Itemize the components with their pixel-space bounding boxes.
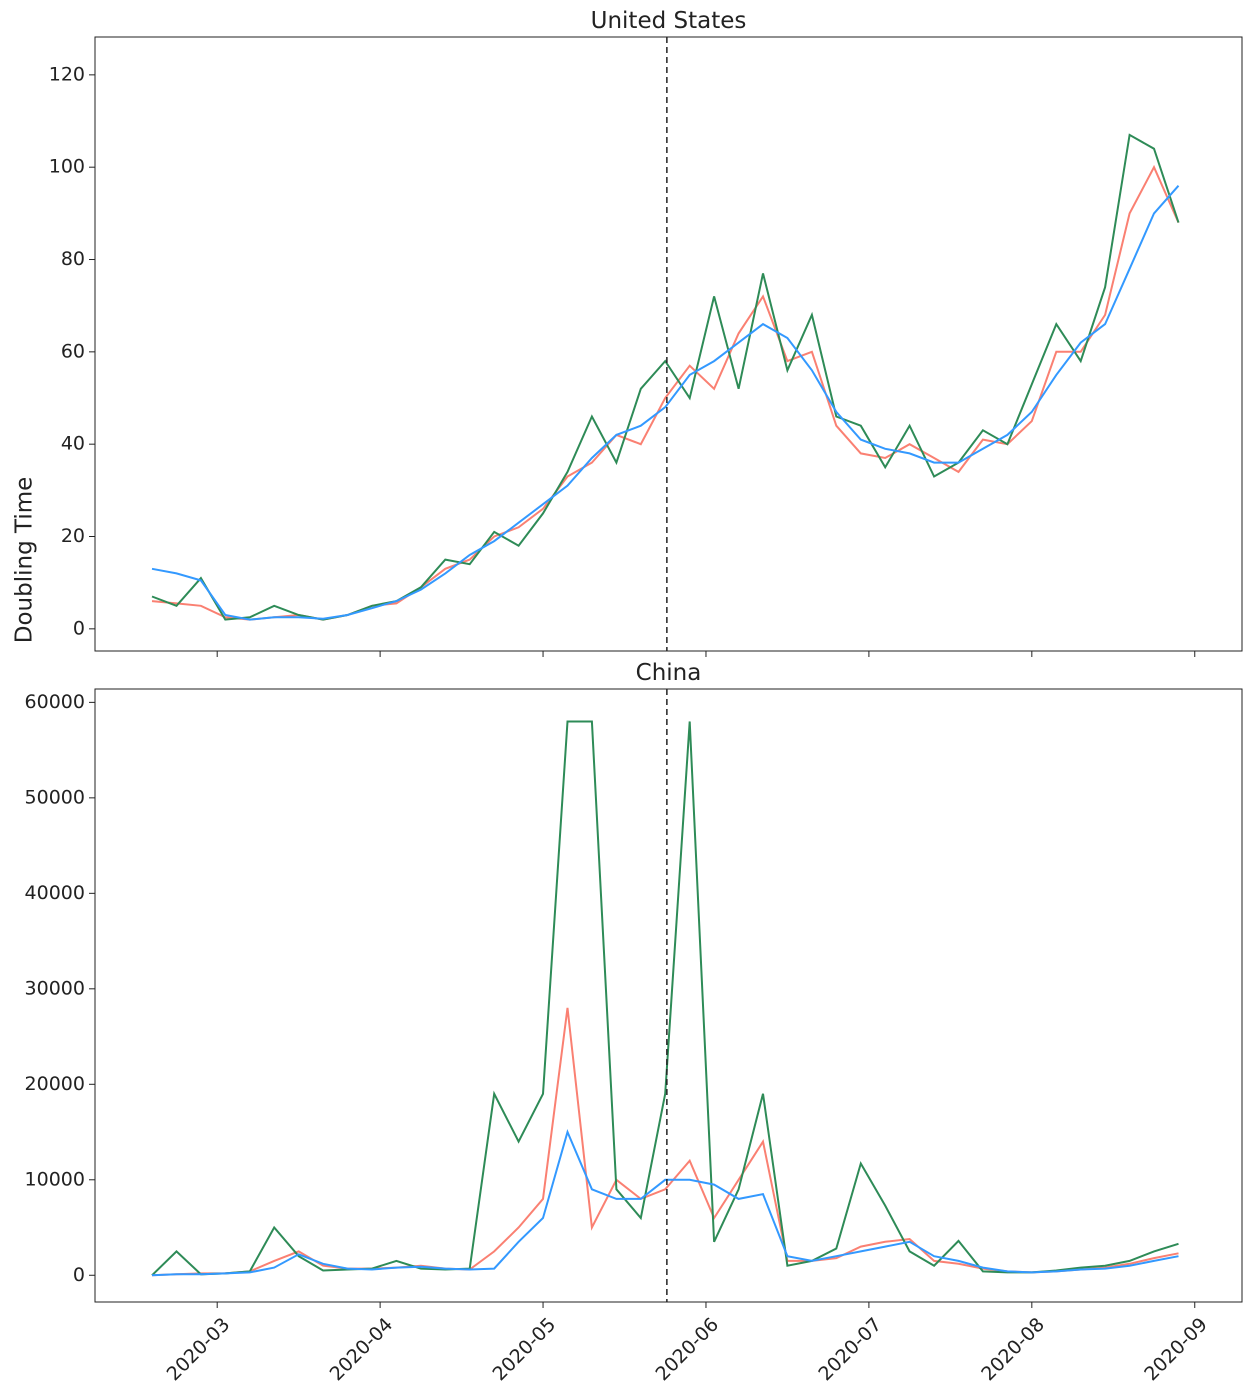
series-line (151, 133, 1180, 621)
chart-title: China (636, 660, 702, 686)
y-tick-label: 0 (73, 1264, 85, 1286)
y-tick-label: 20 (61, 525, 85, 547)
series-line (151, 720, 1179, 1277)
y-tick-label: 100 (49, 156, 85, 178)
y-tick-label: 50000 (25, 786, 85, 808)
series-line (151, 185, 1180, 621)
y-tick-label: 120 (49, 63, 85, 85)
y-axis-label: Doubling Time (12, 477, 38, 644)
chart-title: United States (591, 8, 747, 34)
x-tick-label: 2020-06 (651, 1314, 723, 1386)
x-tick-label: 2020-09 (1140, 1314, 1212, 1386)
y-tick-label: 40000 (25, 882, 85, 904)
x-tick-label: 2020-04 (326, 1314, 398, 1386)
y-tick-label: 40 (61, 433, 85, 455)
series-line (151, 164, 1180, 621)
y-tick-label: 30000 (25, 977, 85, 999)
plot-frame (94, 36, 1243, 652)
y-tick-label: 0 (73, 617, 85, 639)
x-tick-label: 2020-03 (163, 1314, 235, 1386)
series-line (151, 1129, 1179, 1277)
y-tick-label: 60 (61, 340, 85, 362)
y-tick-label: 60000 (25, 691, 85, 713)
plot-frame (94, 688, 1243, 1303)
series-line (151, 1007, 1179, 1277)
x-tick-label: 2020-07 (814, 1314, 886, 1386)
x-tick-label: 2020-05 (489, 1314, 561, 1386)
x-tick-label: 2020-08 (977, 1314, 1049, 1386)
y-tick-label: 10000 (25, 1168, 85, 1190)
y-tick-label: 80 (61, 248, 85, 270)
y-tick-label: 20000 (25, 1073, 85, 1095)
